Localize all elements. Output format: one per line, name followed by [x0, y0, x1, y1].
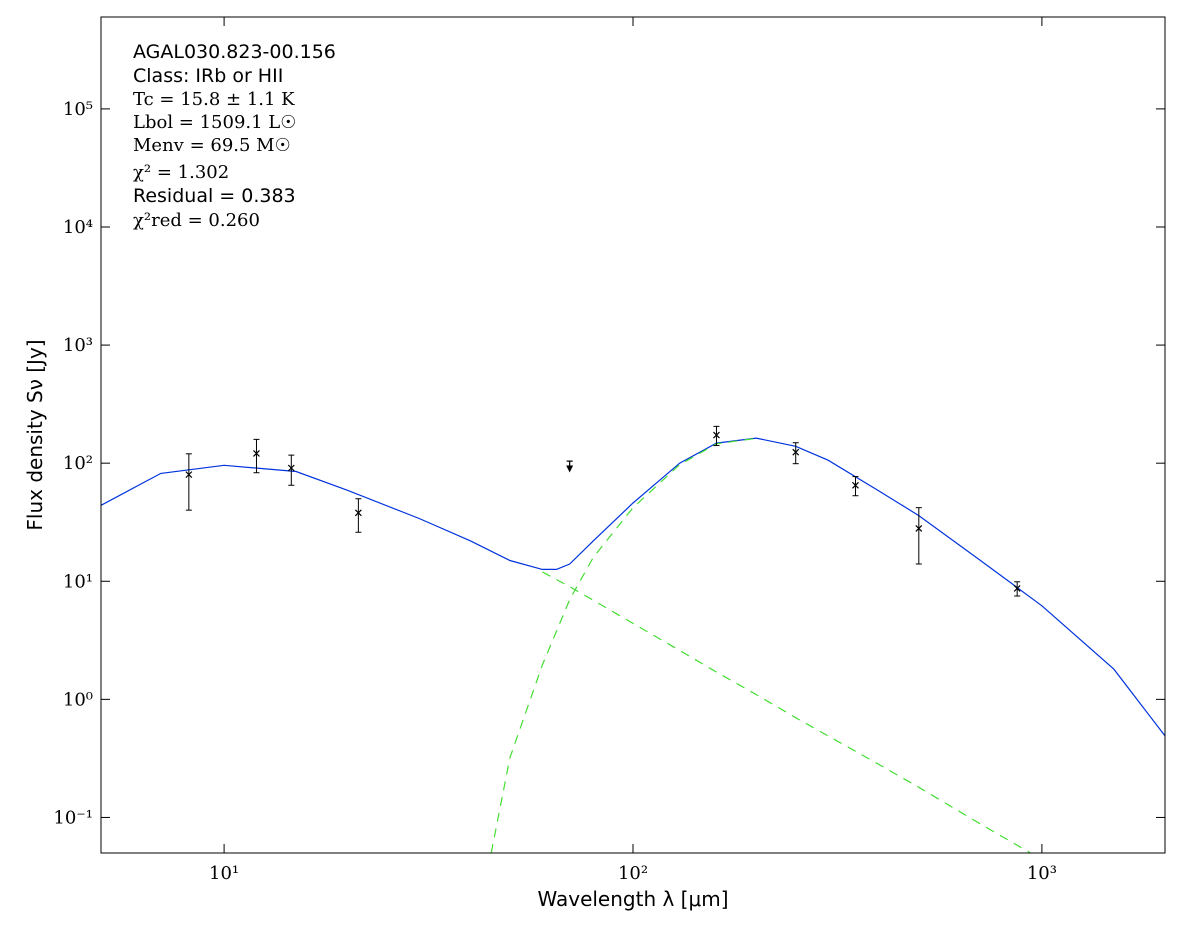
annotation: Menv = 69.5 M☉: [133, 135, 291, 156]
model-curve: [490, 437, 757, 853]
data-point: [1013, 584, 1021, 592]
data-point: [852, 481, 859, 489]
data-point: [185, 471, 193, 479]
x-tick-label: 10²: [618, 863, 648, 884]
data-point: [287, 464, 295, 472]
x-tick-label: 10³: [1027, 863, 1057, 884]
annotation: AGAL030.823-00.156: [133, 41, 336, 63]
model-curve: [101, 437, 1165, 737]
data-point: [713, 431, 720, 439]
data-point: [253, 449, 260, 457]
y-axis-label: Flux density Sν [Jy]: [23, 339, 47, 530]
annotation: Residual = 0.383: [133, 185, 296, 207]
y-tick-label: 10⁴: [63, 217, 93, 238]
annotation: χ²red = 0.260: [133, 210, 260, 231]
annotation: Lbol = 1509.1 L☉: [133, 112, 296, 133]
annotation: χ² = 1.302: [133, 162, 229, 183]
upper-limit: [566, 460, 574, 473]
annotation: Class: IRb or HII: [133, 65, 283, 87]
y-tick-label: 10⁵: [63, 99, 93, 120]
y-tick-label: 10¹: [63, 571, 93, 592]
y-tick-label: 10²: [63, 453, 93, 474]
y-tick-label: 10³: [63, 335, 93, 356]
plot-area: [101, 425, 1165, 853]
y-tick-label: 10⁰: [63, 689, 93, 710]
x-tick-label: 10¹: [209, 863, 239, 884]
model-curve: [542, 571, 1032, 853]
annotation: Tc = 15.8 ± 1.1 K: [133, 89, 295, 110]
y-tick-label: 10⁻¹: [53, 807, 93, 828]
data-point: [915, 525, 923, 532]
data-point: [792, 448, 800, 456]
data-point: [354, 509, 362, 517]
x-axis-label: Wavelength λ [μm]: [537, 887, 728, 911]
